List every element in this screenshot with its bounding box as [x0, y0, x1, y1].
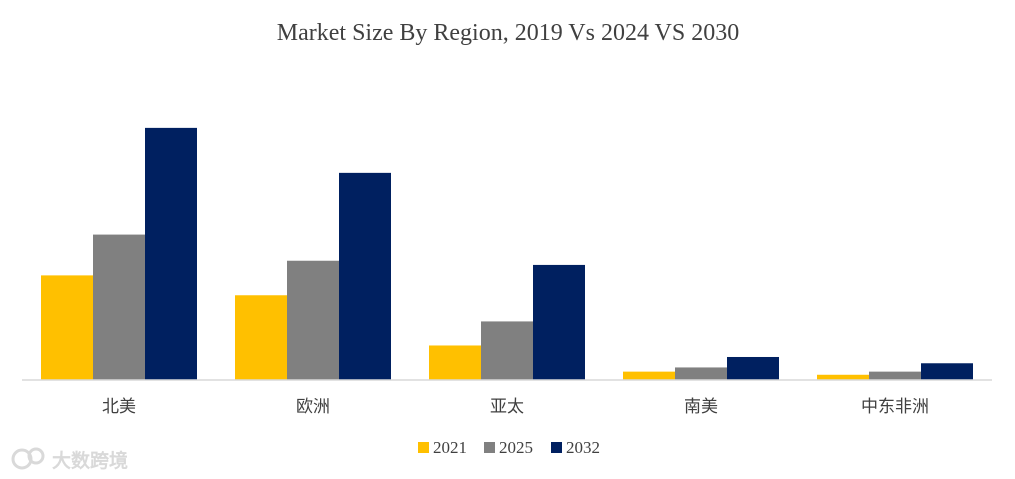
logo-icon: [11, 447, 45, 470]
bars-group: [41, 127, 973, 380]
bar-2025-4: [869, 371, 921, 380]
bar-2025-2: [481, 321, 533, 380]
bar-2032-1: [339, 172, 391, 380]
bar-2021-4: [817, 374, 869, 380]
legend-swatch: [418, 442, 429, 453]
bar-2025-1: [287, 260, 339, 380]
category-label: 南美: [684, 397, 718, 417]
legend-label: 2021: [433, 438, 467, 457]
bar-2025-0: [93, 234, 145, 380]
bar-2021-1: [235, 295, 287, 380]
category-label: 中东非洲: [861, 397, 929, 417]
bar-2025-3: [675, 367, 727, 380]
bar-2032-2: [533, 264, 585, 380]
bar-2021-2: [429, 345, 481, 380]
legend-swatch: [484, 442, 495, 453]
bar-2021-0: [41, 275, 93, 380]
chart-title: Market Size By Region, 2019 Vs 2024 VS 2…: [277, 20, 739, 46]
bar-2021-3: [623, 371, 675, 380]
legend: 2021 2025 2032: [418, 438, 600, 457]
category-label: 欧洲: [296, 397, 330, 417]
legend-label: 2032: [566, 438, 600, 457]
legend-swatch: [551, 442, 562, 453]
category-label: 北美: [102, 397, 136, 417]
category-label: 亚太: [490, 397, 524, 417]
watermark: 大数跨境: [11, 447, 128, 472]
bar-2032-4: [921, 363, 973, 380]
watermark-text: 大数跨境: [52, 449, 128, 472]
bar-2032-0: [145, 127, 197, 380]
legend-label: 2025: [499, 438, 533, 457]
category-labels: 北美 欧洲 亚太 南美 中东非洲: [102, 397, 929, 417]
bar-2032-3: [727, 356, 779, 380]
